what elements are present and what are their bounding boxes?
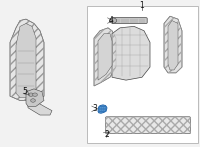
FancyBboxPatch shape bbox=[112, 18, 147, 24]
Circle shape bbox=[101, 106, 102, 107]
Polygon shape bbox=[28, 101, 52, 115]
Circle shape bbox=[109, 18, 117, 23]
Circle shape bbox=[29, 93, 33, 96]
Circle shape bbox=[99, 106, 100, 107]
Circle shape bbox=[101, 108, 102, 110]
Polygon shape bbox=[168, 21, 178, 70]
Text: 1: 1 bbox=[140, 1, 144, 10]
Text: 2: 2 bbox=[105, 130, 109, 139]
Circle shape bbox=[101, 111, 102, 112]
Circle shape bbox=[105, 111, 106, 112]
Text: 4: 4 bbox=[108, 16, 113, 25]
Polygon shape bbox=[26, 89, 44, 106]
Text: 3: 3 bbox=[93, 104, 98, 113]
FancyBboxPatch shape bbox=[105, 117, 191, 134]
Circle shape bbox=[103, 111, 104, 112]
Circle shape bbox=[31, 99, 35, 102]
Circle shape bbox=[103, 106, 104, 107]
Bar bbox=[87, 6, 198, 143]
Circle shape bbox=[103, 108, 104, 110]
Polygon shape bbox=[98, 105, 107, 113]
Circle shape bbox=[33, 93, 37, 96]
Circle shape bbox=[105, 108, 106, 110]
Circle shape bbox=[99, 111, 100, 112]
Polygon shape bbox=[16, 24, 36, 98]
Circle shape bbox=[105, 106, 106, 107]
Text: 5: 5 bbox=[23, 87, 27, 96]
Polygon shape bbox=[98, 34, 112, 80]
Polygon shape bbox=[164, 16, 182, 73]
Polygon shape bbox=[112, 26, 150, 80]
Circle shape bbox=[99, 108, 100, 110]
Polygon shape bbox=[10, 19, 44, 101]
Polygon shape bbox=[94, 28, 116, 86]
